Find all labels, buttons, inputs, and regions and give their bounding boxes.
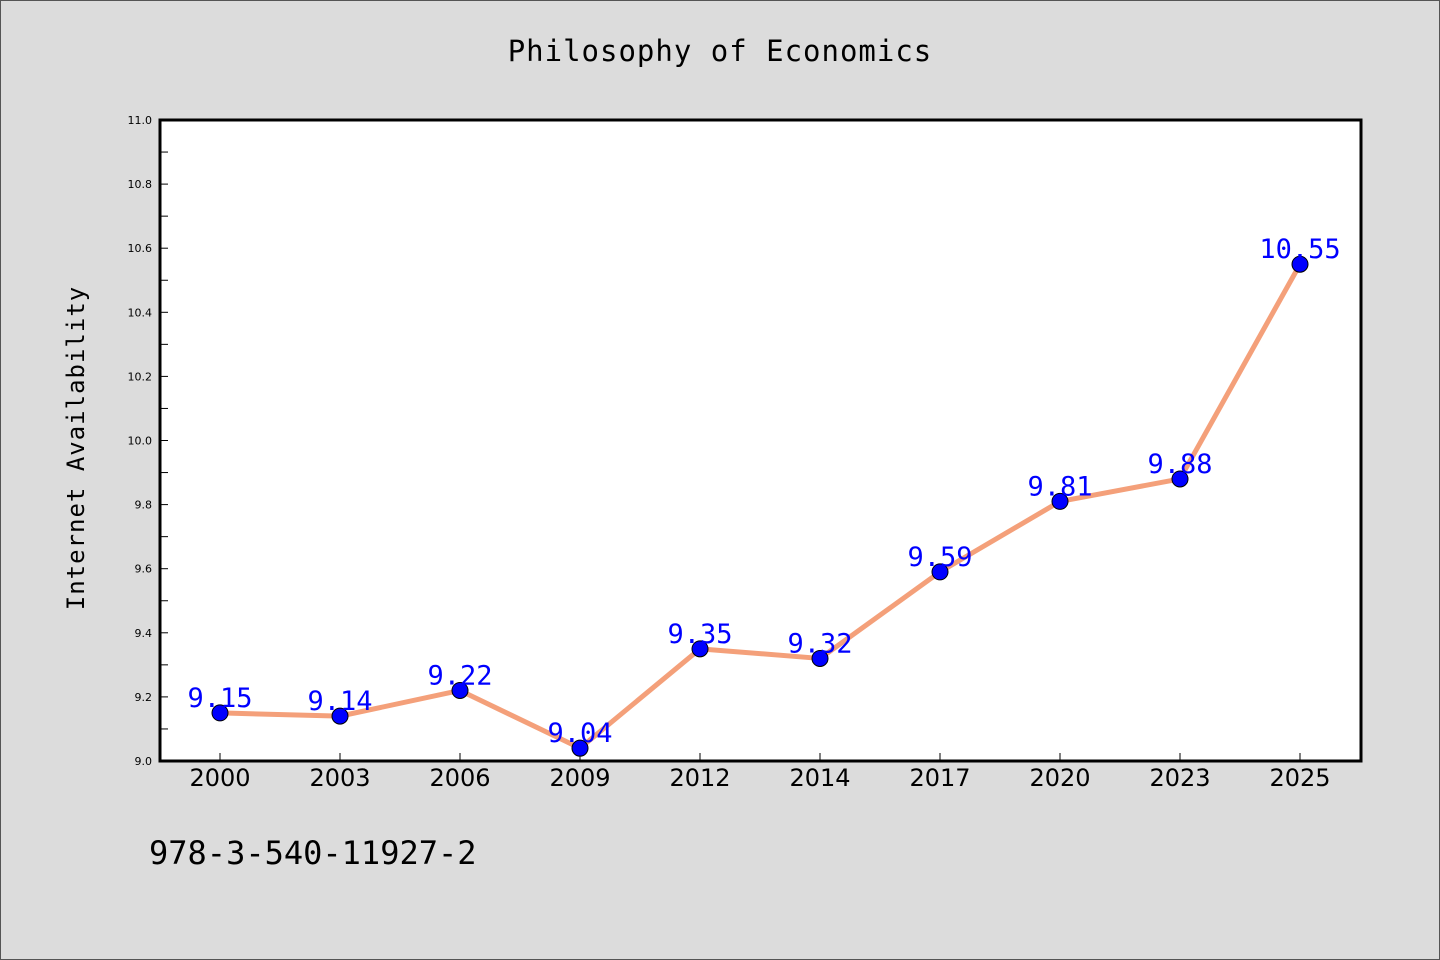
data-point	[331, 707, 349, 725]
chart-title: Philosophy of Economics	[507, 34, 933, 68]
x-tick-label: 2023	[1149, 764, 1210, 792]
y-tick-label: 10.2	[128, 370, 153, 383]
data-label: 9.14	[307, 686, 372, 717]
y-tick-label: 11.0	[128, 114, 153, 127]
data-labels-layer: 9.15 9.14 9.22 9.04 9.35 9.32 9.59 9.81 9.88 10.5…	[187, 234, 1340, 749]
data-label: 9.22	[427, 660, 492, 691]
y-tick-label: 10.6	[128, 242, 153, 255]
isbn-text: 978-3-540-11927-2	[149, 834, 477, 872]
data-point	[571, 739, 589, 757]
data-label: 9.04	[547, 718, 612, 749]
data-label: 10.55	[1259, 234, 1340, 265]
series-line	[217, 261, 1303, 751]
x-tick-label: 2014	[789, 764, 850, 792]
plot-area	[158, 118, 1363, 763]
data-label: 9.88	[1147, 449, 1212, 480]
y-tick-label: 9.6	[135, 563, 153, 576]
data-point	[691, 640, 709, 658]
data-label: 9.59	[907, 542, 972, 573]
data-point	[811, 649, 829, 667]
data-point	[211, 704, 229, 722]
x-tick-label: 2017	[909, 764, 970, 792]
x-tick-label: 2009	[549, 764, 610, 792]
y-tick-label: 9.2	[135, 691, 153, 704]
x-tick-label: 2012	[669, 764, 730, 792]
data-label: 9.81	[1027, 471, 1092, 502]
y-tick-label: 9.0	[135, 755, 153, 768]
x-tick-label: 2025	[1269, 764, 1330, 792]
y-tick-label: 10.4	[128, 306, 153, 319]
data-point	[451, 681, 469, 699]
y-tick-label: 10.0	[128, 435, 153, 448]
y-axis-ticks: 9.0 9.2 9.4 9.6 9.8 10.0 10.2 10.4 10.6 10.8 11.0	[128, 114, 168, 768]
x-tick-label: 2006	[429, 764, 490, 792]
data-point	[1171, 470, 1189, 488]
y-tick-label: 9.4	[135, 627, 153, 640]
data-label: 9.32	[787, 628, 852, 659]
data-label: 9.35	[667, 619, 732, 650]
data-point	[1291, 255, 1309, 273]
series-layer	[211, 255, 1309, 757]
data-label: 9.15	[187, 683, 252, 714]
data-point	[931, 563, 949, 581]
y-tick-label: 10.8	[128, 178, 153, 191]
x-tick-label: 2003	[309, 764, 370, 792]
x-tick-label: 2000	[189, 764, 250, 792]
x-axis-ticks: 2000 2003 2006 2009 2012 2014 2017 2020 2023 2025	[189, 753, 1331, 792]
data-point	[1051, 492, 1069, 510]
y-tick-label: 9.8	[135, 499, 153, 512]
x-tick-label: 2020	[1029, 764, 1090, 792]
